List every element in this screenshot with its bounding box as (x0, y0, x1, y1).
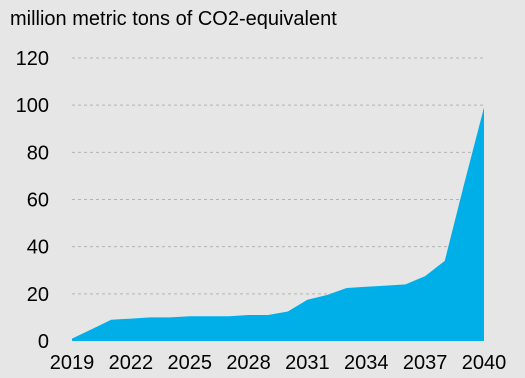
y-tick-label: 120 (16, 48, 49, 70)
area-series-0 (72, 107, 484, 341)
x-tick-label: 2025 (167, 352, 212, 374)
y-axis-ticks: 0 20 40 60 80 100 120 (16, 48, 49, 353)
x-axis-ticks: 2019 2022 2025 2028 2031 2034 2037 2040 (50, 352, 507, 374)
x-tick-label: 2019 (50, 352, 95, 374)
x-tick-label: 2034 (344, 352, 389, 374)
y-tick-label: 80 (27, 142, 49, 164)
x-tick-label: 2037 (403, 352, 448, 374)
x-tick-label: 2040 (462, 352, 507, 374)
y-tick-label: 100 (16, 95, 49, 117)
gridlines (72, 57, 484, 295)
y-tick-label: 20 (27, 284, 49, 306)
series-area (72, 107, 484, 341)
y-unit-label: million metric tons of CO2-equivalent (10, 8, 337, 30)
x-tick-label: 2028 (226, 352, 271, 374)
y-tick-label: 60 (27, 190, 49, 212)
x-tick-label: 2031 (285, 352, 330, 374)
y-tick-label: 0 (38, 331, 49, 353)
x-tick-label: 2022 (109, 352, 154, 374)
y-tick-label: 40 (27, 237, 49, 259)
